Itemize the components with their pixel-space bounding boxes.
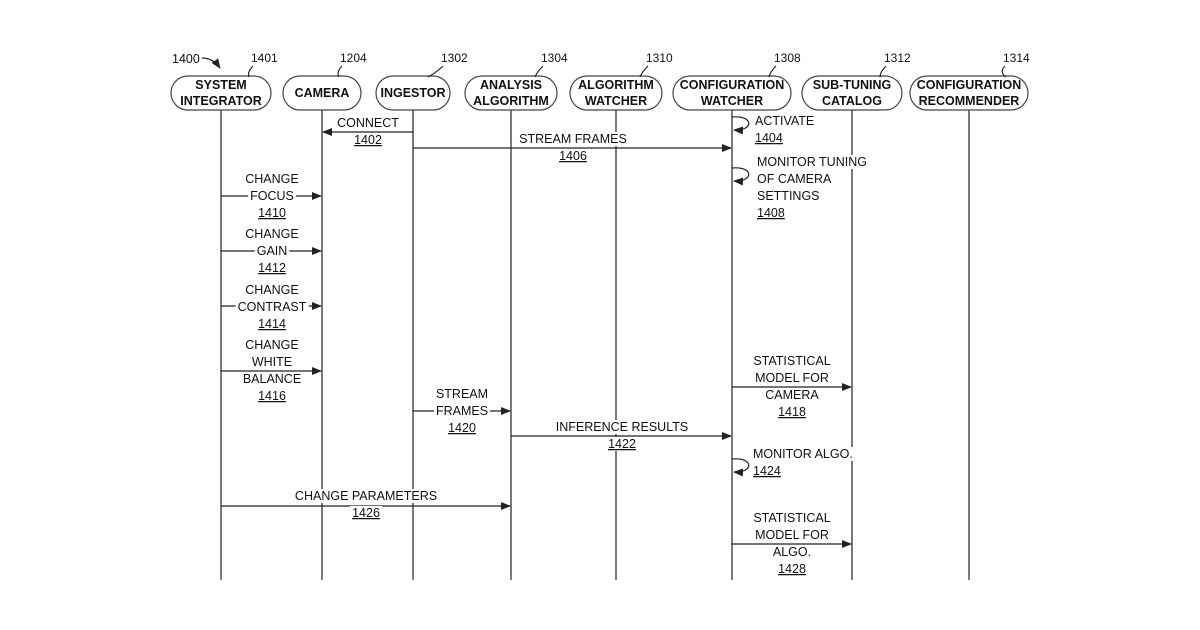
actor-ref-algorithm-watcher: 1310 <box>646 51 673 65</box>
message-label-stream-frames-2: FRAMES <box>436 404 488 418</box>
message-monitor-algo: MONITOR ALGO. 1424 <box>732 447 855 478</box>
actor-label-configuration-recommender: RECOMMENDER <box>919 94 1020 108</box>
actor-ref-leader-configuration-recommender <box>1002 66 1006 77</box>
actor-algorithm-watcher: ALGORITHM WATCHER 1310 <box>570 51 673 580</box>
message-number-change-contrast: 1414 <box>258 317 286 331</box>
message-label-activate: ACTIVATE <box>755 114 814 128</box>
actor-ref-ingestor: 1302 <box>441 51 468 65</box>
actor-ref-system-integrator: 1401 <box>251 51 278 65</box>
message-number-monitor-algo: 1424 <box>753 464 781 478</box>
message-stream-frames-2: STREAM FRAMES 1420 <box>413 387 510 435</box>
message-number-monitor-tuning: 1408 <box>757 206 785 220</box>
message-label-monitor-tuning: SETTINGS <box>757 189 820 203</box>
message-label-stream-frames-2: STREAM <box>436 387 488 401</box>
message-label-change-white-balance: BALANCE <box>243 372 301 386</box>
actor-label-sub-tuning-catalog: CATALOG <box>822 94 882 108</box>
actor-label-algorithm-watcher: ALGORITHM <box>578 78 654 92</box>
message-label-change-gain: GAIN <box>257 244 288 258</box>
actor-label-ingestor: INGESTOR <box>380 86 445 100</box>
actor-label-configuration-watcher: WATCHER <box>701 94 763 108</box>
actor-ref-leader-camera <box>338 66 342 77</box>
message-change-contrast: CHANGE CONTRAST 1414 <box>221 283 321 331</box>
message-label-statistical-model-camera: CAMERA <box>765 388 819 402</box>
figure-ref: 1400 <box>172 52 200 66</box>
message-arrow-activate <box>732 117 749 130</box>
message-label-change-parameters: CHANGE PARAMETERS <box>295 489 437 503</box>
actor-label-system-integrator: INTEGRATOR <box>180 94 261 108</box>
message-label-statistical-model-algo: ALGO. <box>773 545 811 559</box>
message-connect: CONNECT 1402 <box>323 116 413 147</box>
message-stream-frames-1: STREAM FRAMES 1406 <box>413 132 731 163</box>
actor-label-algorithm-watcher: WATCHER <box>585 94 647 108</box>
message-number-statistical-model-camera: 1418 <box>778 405 806 419</box>
actor-ref-leader-algorithm-watcher <box>640 66 648 77</box>
message-label-statistical-model-algo: MODEL FOR <box>755 528 829 542</box>
figure-ref-leader <box>202 58 220 68</box>
message-label-change-white-balance: CHANGE <box>245 338 298 352</box>
message-label-change-contrast: CONTRAST <box>238 300 307 314</box>
message-label-monitor-algo: MONITOR ALGO. <box>753 447 853 461</box>
message-label-change-focus: FOCUS <box>250 189 294 203</box>
messages: CONNECT 1402 ACTIVATE 1404 STREAM FRAMES 1406… <box>221 114 867 576</box>
message-number-connect: 1402 <box>354 133 382 147</box>
message-label-stream-frames-1: STREAM FRAMES <box>519 132 627 146</box>
message-label-change-white-balance: WHITE <box>252 355 292 369</box>
actor-label-analysis-algorithm: ANALYSIS <box>480 78 542 92</box>
message-number-change-gain: 1412 <box>258 261 286 275</box>
actor-label-configuration-watcher: CONFIGURATION <box>680 78 785 92</box>
actor-ref-leader-ingestor <box>428 66 443 77</box>
message-label-change-gain: CHANGE <box>245 227 298 241</box>
message-inference-results: INFERENCE RESULTS 1422 <box>511 420 731 451</box>
message-number-change-focus: 1410 <box>258 206 286 220</box>
message-activate: ACTIVATE 1404 <box>732 114 814 145</box>
actor-label-camera: CAMERA <box>295 86 350 100</box>
actor-sub-tuning-catalog: SUB-TUNING CATALOG 1312 <box>802 51 911 580</box>
message-label-inference-results: INFERENCE RESULTS <box>556 420 688 434</box>
message-number-stream-frames-2: 1420 <box>448 421 476 435</box>
message-label-statistical-model-algo: STATISTICAL <box>753 511 830 525</box>
message-label-monitor-tuning: MONITOR TUNING <box>757 155 867 169</box>
actor-ref-leader-configuration-watcher <box>769 66 776 77</box>
message-number-stream-frames-1: 1406 <box>559 149 587 163</box>
actor-label-configuration-recommender: CONFIGURATION <box>917 78 1022 92</box>
actor-ref-configuration-recommender: 1314 <box>1003 51 1030 65</box>
message-label-statistical-model-camera: STATISTICAL <box>753 354 830 368</box>
actor-ref-configuration-watcher: 1308 <box>774 51 801 65</box>
actor-label-system-integrator: SYSTEM <box>195 78 246 92</box>
actor-label-analysis-algorithm: ALGORITHM <box>473 94 549 108</box>
message-change-parameters: CHANGE PARAMETERS 1426 <box>221 489 510 520</box>
message-arrow-monitor-algo <box>732 459 749 472</box>
actor-label-sub-tuning-catalog: SUB-TUNING <box>813 78 891 92</box>
message-number-inference-results: 1422 <box>608 437 636 451</box>
actor-system-integrator: SYSTEM INTEGRATOR 1401 <box>171 51 278 580</box>
actor-ref-leader-analysis-algorithm <box>535 66 543 77</box>
message-change-white-balance: CHANGE WHITE BALANCE 1416 <box>221 338 321 403</box>
message-number-activate: 1404 <box>755 131 783 145</box>
actor-ref-sub-tuning-catalog: 1312 <box>884 51 911 65</box>
message-statistical-model-algo: STATISTICAL MODEL FOR ALGO. 1428 <box>732 511 851 576</box>
message-label-statistical-model-camera: MODEL FOR <box>755 371 829 385</box>
message-label-change-focus: CHANGE <box>245 172 298 186</box>
message-change-gain: CHANGE GAIN 1412 <box>221 227 321 275</box>
message-number-change-white-balance: 1416 <box>258 389 286 403</box>
actor-ref-leader-sub-tuning-catalog <box>880 66 886 77</box>
actor-ref-analysis-algorithm: 1304 <box>541 51 568 65</box>
message-label-connect: CONNECT <box>337 116 399 130</box>
actor-ref-leader-system-integrator <box>249 66 254 77</box>
actor-ref-camera: 1204 <box>340 51 367 65</box>
actor-analysis-algorithm: ANALYSIS ALGORITHM 1304 <box>465 51 568 580</box>
message-number-change-parameters: 1426 <box>352 506 380 520</box>
message-monitor-tuning: MONITOR TUNING OF CAMERA SETTINGS 1408 <box>732 155 867 220</box>
message-change-focus: CHANGE FOCUS 1410 <box>221 172 321 220</box>
message-arrow-monitor-tuning <box>732 168 749 181</box>
message-number-statistical-model-algo: 1428 <box>778 562 806 576</box>
message-statistical-model-camera: STATISTICAL MODEL FOR CAMERA 1418 <box>732 354 851 419</box>
actor-configuration-recommender: CONFIGURATION RECOMMENDER 1314 <box>910 51 1030 580</box>
message-label-change-contrast: CHANGE <box>245 283 298 297</box>
message-label-monitor-tuning: OF CAMERA <box>757 172 832 186</box>
